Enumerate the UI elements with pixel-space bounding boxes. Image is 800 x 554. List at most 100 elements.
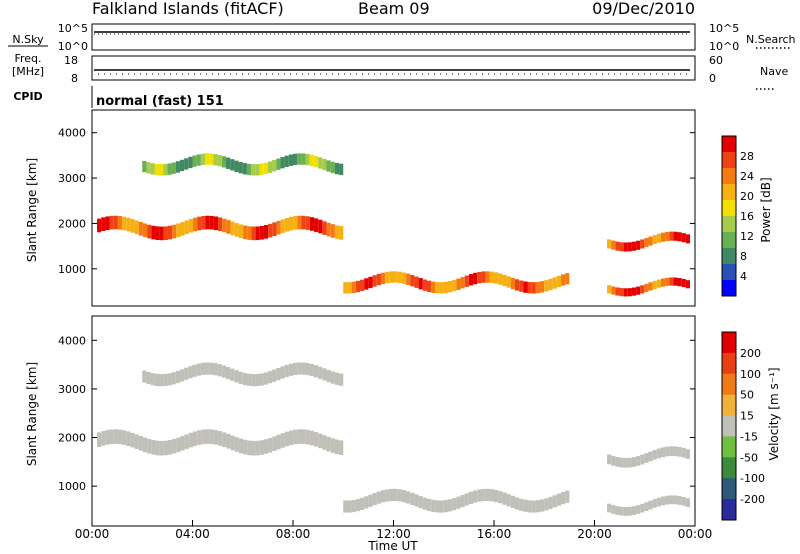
power-cell (163, 226, 168, 240)
velocity-cell (681, 497, 686, 506)
velocity-cell (422, 497, 427, 510)
power-cell (607, 239, 612, 249)
velocity-cell (389, 488, 394, 502)
power-data-layer (97, 153, 690, 297)
power-cell (636, 240, 641, 250)
power-cell (389, 271, 394, 283)
velocity-cell (343, 500, 348, 513)
velocity-cell (213, 430, 219, 445)
power-cell (259, 163, 264, 175)
power-cell (238, 224, 244, 239)
power-cell (627, 242, 632, 252)
power-cell (360, 279, 365, 292)
power-cell (221, 156, 226, 168)
velocity-cell (326, 436, 331, 452)
power-cell (414, 276, 419, 288)
velocity-cell (418, 496, 423, 509)
velocity-colorbar-swatch (722, 436, 736, 458)
velocity-cell (372, 493, 377, 506)
freq-label-line1: Freq. (14, 52, 41, 65)
velocity-cell (263, 372, 268, 385)
velocity-cell (255, 373, 260, 387)
power-cell (514, 279, 520, 291)
power-cell (334, 162, 340, 175)
velocity-cell (167, 373, 172, 386)
velocity-cell (288, 430, 294, 446)
velocity-cell (255, 440, 260, 456)
velocity-cell (656, 497, 661, 507)
velocity-cell (631, 506, 637, 515)
power-cell (410, 275, 415, 287)
velocity-colorbar-swatch (722, 373, 736, 396)
power-cell (355, 280, 360, 293)
velocity-colorbar-tick: -50 (740, 451, 758, 464)
power-colorbar-swatch (722, 248, 736, 265)
power-cell (134, 220, 139, 235)
power-colorbar-swatch (722, 232, 736, 249)
velocity-cell (673, 446, 678, 457)
nsky-label: N.Sky (12, 33, 44, 46)
power-cell (326, 222, 331, 237)
velocity-cell (272, 369, 277, 382)
velocity-colorbar-tick: 15 (740, 410, 754, 423)
power-cell (267, 161, 273, 173)
velocity-cell (175, 370, 180, 384)
power-cell (97, 218, 102, 233)
velocity-cell (627, 506, 632, 516)
power-cell (673, 231, 678, 241)
power-cell (255, 164, 260, 176)
power-cell (322, 221, 327, 235)
power-cell (309, 217, 315, 231)
power-cell (665, 277, 670, 286)
velocity-cell (147, 438, 152, 454)
velocity-cell (619, 506, 624, 516)
power-cell (460, 277, 465, 289)
power-cell (481, 271, 486, 283)
velocity-cell (193, 431, 198, 446)
power-cell (263, 162, 268, 175)
velocity-cell (251, 374, 256, 387)
velocity-cell (443, 500, 448, 513)
time-tick-label: 04:00 (175, 527, 210, 541)
power-cell (188, 218, 194, 233)
velocity-cell (288, 363, 293, 376)
power-cell (372, 275, 377, 287)
power-cell (523, 281, 528, 293)
velocity-cell (615, 506, 620, 515)
velocity-colorbar-swatch (722, 457, 736, 479)
velocity-cell (163, 440, 168, 456)
power-ytick-label: 2000 (58, 217, 86, 230)
power-cell (159, 226, 164, 241)
velocity-cell (527, 500, 532, 513)
velocity-cell (293, 429, 298, 445)
velocity-cell (669, 495, 674, 505)
noise-right-tick-bottom: 10^0 (709, 40, 739, 53)
power-cell (246, 163, 252, 176)
velocity-colorbar-swatch (722, 415, 736, 437)
power-colorbar-tick: 4 (740, 270, 747, 283)
power-colorbar-swatch (722, 168, 736, 185)
power-cell (276, 158, 281, 170)
velocity-cell (209, 362, 214, 375)
power-cell (209, 215, 214, 230)
velocity-cell (268, 437, 273, 453)
power-cell (142, 223, 148, 238)
velocity-cell (506, 494, 511, 507)
power-cell (272, 160, 277, 172)
power-cell (263, 225, 269, 239)
power-cell (677, 232, 682, 242)
power-cell (636, 286, 641, 295)
power-cell (163, 164, 168, 176)
power-cell (284, 155, 289, 168)
velocity-cell (510, 495, 515, 508)
power-colorbar-swatch (722, 152, 736, 169)
power-cell (660, 232, 666, 242)
power-cell (660, 278, 666, 287)
velocity-cell (660, 447, 666, 458)
velocity-cell (301, 429, 306, 444)
velocity-cell (611, 505, 616, 514)
velocity-cell (122, 430, 127, 445)
power-colorbar-swatch (722, 136, 736, 153)
velocity-cell (105, 430, 110, 445)
